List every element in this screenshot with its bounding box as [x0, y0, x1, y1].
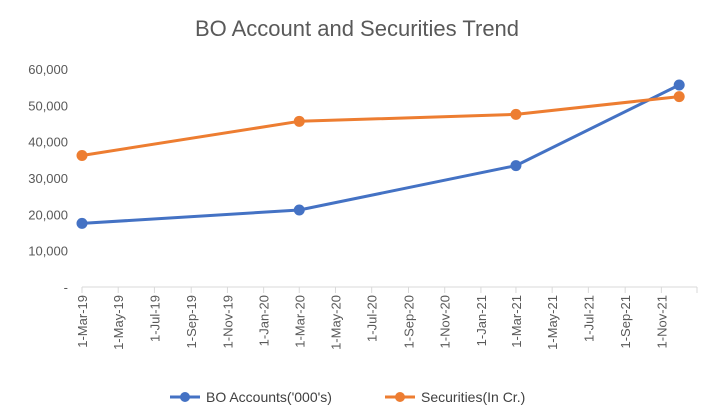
- series-line-1: [80, 95, 681, 157]
- x-tick-label: 1-Jul-20: [365, 295, 380, 342]
- y-tick-label: 10,000: [28, 244, 68, 259]
- y-axis: - 10,000 20,000 30,000 40,000 50,000 60,000: [28, 62, 68, 295]
- x-tick-label: 1-Nov-20: [438, 295, 453, 348]
- legend: BO Accounts('000's) Securities(In Cr.): [170, 389, 525, 405]
- x-tick-label: 1-Jul-19: [147, 295, 162, 342]
- x-tick-label: 1-Mar-21: [509, 295, 524, 348]
- legend-marker-swatch: [180, 392, 190, 402]
- x-tick-label: 1-May-20: [328, 295, 343, 350]
- x-tick-label: 1-Nov-21: [654, 295, 669, 348]
- data-point-marker: [673, 79, 685, 91]
- y-tick-label: 30,000: [28, 171, 68, 186]
- x-tick-label: 1-Jul-21: [581, 295, 596, 342]
- y-tick-label: -: [64, 280, 68, 295]
- x-tick-label: 1-Jan-20: [257, 295, 272, 346]
- x-axis: 1-Mar-19 1-May-19 1-Jul-19 1-Sep-19 1-Nov-19…: [75, 286, 698, 350]
- data-point-marker: [76, 217, 88, 229]
- x-tick-label: 1-Mar-19: [75, 295, 90, 348]
- legend-label: Securities(In Cr.): [421, 389, 525, 405]
- y-tick-label: 40,000: [28, 135, 68, 150]
- x-tick-label: 1-Sep-19: [184, 295, 199, 348]
- x-tick-label: 1-May-19: [111, 295, 126, 350]
- x-tick-label: 1-May-21: [545, 295, 560, 350]
- data-point-marker: [293, 204, 305, 216]
- x-tick-label: 1-Sep-20: [401, 295, 416, 348]
- legend-label: BO Accounts('000's): [206, 389, 332, 405]
- y-tick-label: 20,000: [28, 207, 68, 222]
- data-point-marker: [673, 91, 685, 103]
- data-point-marker: [293, 115, 305, 127]
- y-tick-label: 50,000: [28, 98, 68, 113]
- x-tick-label: 1-Nov-19: [220, 295, 235, 348]
- data-point-marker: [76, 149, 88, 161]
- x-tick-label: 1-Jan-21: [474, 295, 489, 346]
- plot-area: [76, 79, 685, 229]
- data-point-marker: [510, 160, 522, 172]
- data-point-marker: [510, 108, 522, 120]
- x-tick-label: 1-Mar-20: [292, 295, 307, 348]
- chart-title: BO Account and Securities Trend: [195, 16, 519, 41]
- series-line-0: [80, 83, 681, 225]
- y-tick-label: 60,000: [28, 62, 68, 77]
- legend-marker-swatch: [395, 392, 405, 402]
- x-tick-label: 1-Sep-21: [618, 295, 633, 348]
